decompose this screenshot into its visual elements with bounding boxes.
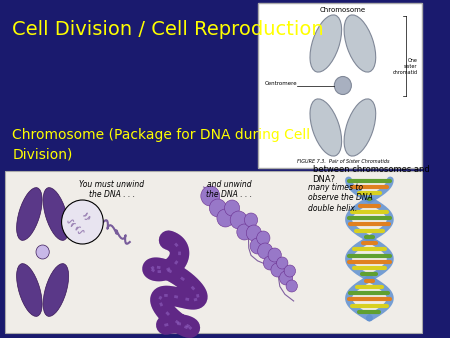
Circle shape xyxy=(334,76,351,95)
Ellipse shape xyxy=(310,15,342,72)
Circle shape xyxy=(230,211,247,229)
Circle shape xyxy=(225,200,240,216)
Circle shape xyxy=(36,245,49,259)
Circle shape xyxy=(268,248,281,262)
Circle shape xyxy=(263,256,277,270)
Circle shape xyxy=(250,238,265,254)
Ellipse shape xyxy=(17,188,42,240)
Ellipse shape xyxy=(43,264,69,316)
Text: Centromere: Centromere xyxy=(265,81,298,86)
Circle shape xyxy=(284,265,296,277)
Circle shape xyxy=(277,257,288,269)
Text: Chromosome (Package for DNA during Cell
Division): Chromosome (Package for DNA during Cell … xyxy=(12,128,310,162)
Circle shape xyxy=(258,243,273,259)
Ellipse shape xyxy=(344,99,376,156)
Ellipse shape xyxy=(310,99,342,156)
Text: Cell Division / Cell Reproduction: Cell Division / Cell Reproduction xyxy=(12,20,324,39)
Circle shape xyxy=(62,200,103,244)
Circle shape xyxy=(271,263,284,277)
Text: between chromosomes and
DNA?: between chromosomes and DNA? xyxy=(313,165,429,185)
Text: One
sister
chromatid: One sister chromatid xyxy=(392,57,418,75)
Circle shape xyxy=(286,280,297,292)
Circle shape xyxy=(279,271,292,285)
Text: and unwind
the DNA . . .: and unwind the DNA . . . xyxy=(206,180,252,199)
Text: You must unwind
the DNA . . .: You must unwind the DNA . . . xyxy=(79,180,144,199)
Text: Chromosome: Chromosome xyxy=(320,7,366,13)
Text: many times to
observe the DNA
double helix.: many times to observe the DNA double hel… xyxy=(308,183,373,213)
Circle shape xyxy=(217,209,234,227)
Ellipse shape xyxy=(344,15,376,72)
Text: FIGURE 7.3.  Pair of Sister Chromatids: FIGURE 7.3. Pair of Sister Chromatids xyxy=(297,159,389,164)
Ellipse shape xyxy=(43,188,69,240)
Bar xyxy=(258,3,422,168)
Circle shape xyxy=(237,224,252,240)
Ellipse shape xyxy=(17,264,42,316)
Circle shape xyxy=(256,231,270,245)
Circle shape xyxy=(246,225,261,241)
Circle shape xyxy=(209,199,226,217)
Bar xyxy=(5,171,422,333)
Circle shape xyxy=(244,213,258,227)
Circle shape xyxy=(201,186,220,206)
